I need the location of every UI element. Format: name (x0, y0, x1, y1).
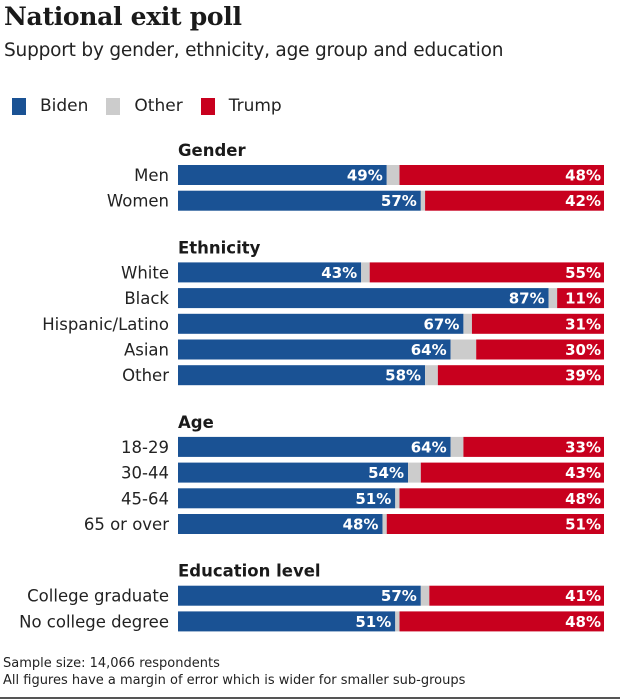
bar-biden-education-level-college-graduate (178, 585, 421, 606)
value-label-biden-age-65-or-over: 48% (343, 516, 379, 534)
group-title-gender: Gender (178, 141, 246, 160)
row-label-ethnicity-other: Other (122, 366, 169, 385)
bar-biden-age-45-64 (178, 488, 396, 509)
value-label-trump-ethnicity-white: 55% (565, 264, 601, 282)
value-label-biden-age-30-44: 54% (368, 464, 404, 482)
value-label-trump-ethnicity-black: 11% (565, 290, 601, 308)
bar-biden-age-30-44 (178, 462, 409, 483)
row-label-age-18-29: 18-29 (121, 438, 169, 457)
bar-trump-gender-men (399, 165, 604, 185)
value-label-trump-ethnicity-asian: 30% (565, 341, 601, 359)
row-label-ethnicity-black: Black (124, 289, 169, 308)
bar-other-ethnicity-black (548, 288, 558, 309)
bar-biden-education-level-no-college-degree (178, 611, 396, 632)
bar-other-age-30-44 (408, 462, 421, 483)
value-label-biden-ethnicity-white: 43% (321, 264, 357, 282)
row-label-age-30-44: 30-44 (121, 464, 169, 483)
row-label-age-65-or-over: 65 or over (84, 515, 169, 534)
bar-trump-age-45-64 (399, 488, 604, 509)
value-label-biden-education-level-college-graduate: 57% (381, 587, 417, 605)
legend-item-other: Other (106, 96, 183, 116)
bar-biden-gender-men (178, 165, 387, 185)
bar-trump-ethnicity-hispanic-latino (471, 313, 604, 334)
bottom-rule (0, 697, 620, 699)
bar-biden-ethnicity-asian (178, 339, 451, 360)
value-label-biden-gender-women: 57% (381, 192, 417, 210)
bar-biden-ethnicity-other (178, 365, 426, 386)
value-label-biden-age-45-64: 51% (355, 490, 391, 508)
legend-item-trump: Trump (200, 96, 282, 116)
value-label-biden-ethnicity-black: 87% (509, 290, 545, 308)
legend-item-biden: Biden (12, 96, 88, 116)
legend-swatch-biden (12, 97, 26, 115)
legend: Biden Other Trump (12, 96, 300, 116)
bar-other-ethnicity-white (361, 262, 370, 283)
value-label-biden-ethnicity-hispanic-latino: 67% (424, 315, 460, 333)
row-label-education-level-college-graduate: College graduate (27, 587, 169, 606)
bar-other-ethnicity-other (425, 365, 438, 386)
value-label-trump-ethnicity-hispanic-latino: 31% (565, 315, 601, 333)
bar-other-ethnicity-hispanic-latino (463, 313, 472, 334)
bar-other-age-18-29 (450, 436, 464, 457)
bar-trump-age-18-29 (463, 436, 604, 457)
bar-biden-age-18-29 (178, 436, 451, 457)
value-label-trump-age-65-or-over: 51% (565, 516, 601, 534)
bar-biden-ethnicity-white (178, 262, 362, 283)
value-label-biden-education-level-no-college-degree: 51% (355, 613, 391, 631)
legend-label-trump: Trump (228, 96, 282, 116)
group-title-ethnicity: Ethnicity (178, 238, 261, 257)
value-label-biden-ethnicity-other: 58% (385, 367, 421, 385)
bar-trump-ethnicity-black (557, 288, 604, 309)
margin-of-error-note: All figures have a margin of error which… (3, 673, 466, 688)
bar-other-age-65-or-over (382, 514, 387, 534)
bar-biden-age-65-or-over (178, 514, 383, 534)
legend-label-other: Other (134, 96, 183, 116)
chart-subtitle: Support by gender, ethnicity, age group … (4, 40, 504, 61)
bar-other-age-45-64 (395, 488, 400, 509)
bar-other-ethnicity-asian (450, 339, 477, 360)
bar-trump-ethnicity-other (437, 365, 604, 386)
value-label-biden-gender-men: 49% (347, 167, 383, 185)
bar-trump-education-level-no-college-degree (399, 611, 604, 632)
legend-swatch-trump (200, 97, 215, 115)
value-label-trump-gender-women: 42% (565, 192, 601, 210)
legend-label-biden: Biden (40, 96, 89, 116)
bar-trump-age-65-or-over (386, 514, 604, 534)
value-label-trump-education-level-college-graduate: 41% (565, 587, 601, 605)
sample-size-note: Sample size: 14,066 respondents (3, 656, 220, 671)
value-label-trump-age-30-44: 43% (565, 464, 601, 482)
group-title-education-level: Education level (178, 562, 321, 581)
row-label-ethnicity-asian: Asian (124, 341, 169, 360)
row-label-education-level-no-college-degree: No college degree (19, 612, 169, 631)
value-label-trump-age-45-64: 48% (565, 490, 601, 508)
bar-trump-gender-women (425, 190, 604, 211)
chart-title: National exit poll (4, 2, 242, 31)
value-label-trump-age-18-29: 33% (565, 438, 601, 456)
bar-trump-ethnicity-white (369, 262, 604, 283)
bar-biden-ethnicity-black (178, 288, 549, 309)
legend-swatch-other (106, 97, 121, 115)
bar-other-education-level-no-college-degree (395, 611, 400, 632)
row-label-age-45-64: 45-64 (121, 489, 169, 508)
row-label-ethnicity-white: White (121, 263, 169, 282)
bar-trump-ethnicity-asian (476, 339, 604, 360)
bar-other-gender-men (386, 165, 400, 185)
value-label-trump-gender-men: 48% (565, 167, 601, 185)
footer: Sample size: 14,066 respondents All figu… (3, 655, 465, 689)
bar-biden-gender-women (178, 190, 421, 211)
bar-trump-education-level-college-graduate (429, 585, 604, 606)
value-label-biden-age-18-29: 64% (411, 438, 447, 456)
row-label-gender-men: Men (134, 166, 169, 185)
value-label-biden-ethnicity-asian: 64% (411, 341, 447, 359)
row-label-gender-women: Women (107, 192, 169, 211)
bar-biden-ethnicity-hispanic-latino (178, 313, 464, 334)
bar-other-gender-women (420, 190, 426, 211)
row-label-ethnicity-hispanic-latino: Hispanic/Latino (42, 315, 169, 334)
value-label-trump-education-level-no-college-degree: 48% (565, 613, 601, 631)
bar-trump-age-30-44 (420, 462, 604, 483)
group-title-age: Age (178, 413, 214, 432)
value-label-trump-ethnicity-other: 39% (565, 367, 601, 385)
bar-other-education-level-college-graduate (420, 585, 430, 606)
